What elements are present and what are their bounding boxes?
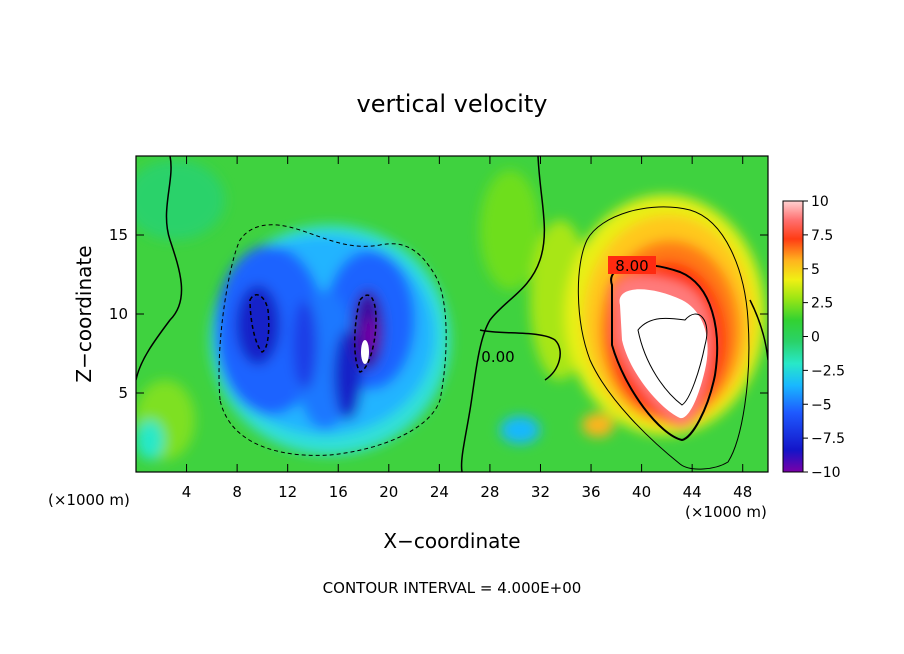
x-units-right: (×1000 m) bbox=[685, 503, 767, 521]
colorbar-gradient bbox=[782, 200, 804, 473]
x-tick-label: 24 bbox=[430, 483, 449, 501]
x-tick-label: 8 bbox=[232, 483, 242, 501]
colorbar-tick-label: −2.5 bbox=[811, 363, 845, 379]
colorbar-tick-label: 2.5 bbox=[811, 296, 833, 312]
contour-label-0: 0.00 bbox=[481, 348, 514, 366]
y-tick-label: 10 bbox=[109, 305, 128, 323]
x-tick-label: 36 bbox=[581, 483, 600, 501]
chart-title: vertical velocity bbox=[357, 90, 548, 118]
x-axis-label: X−coordinate bbox=[383, 529, 520, 553]
x-tick-label: 32 bbox=[531, 483, 550, 501]
x-tick-label: 16 bbox=[329, 483, 348, 501]
colorbar-tick-label: −10 bbox=[811, 465, 841, 481]
y-axis-label: Z−coordinate bbox=[72, 245, 96, 382]
contour-labels: 8.00 0.00 bbox=[481, 256, 656, 366]
plot-area: 8.00 0.00 bbox=[135, 155, 769, 473]
contour-label-8: 8.00 bbox=[615, 257, 648, 275]
x-units-left: (×1000 m) bbox=[48, 491, 130, 509]
colorbar-tick-label: 5 bbox=[811, 262, 820, 278]
x-tick-label: 20 bbox=[379, 483, 398, 501]
y-tick-label: 15 bbox=[109, 226, 128, 244]
colorbar-tick-label: −7.5 bbox=[811, 431, 845, 447]
contour-lines bbox=[136, 156, 768, 472]
contour-interval-note: CONTOUR INTERVAL = 4.000E+00 bbox=[323, 579, 582, 597]
colorbar-ticks: 10 7.5 5 2.5 0 −2.5 −5 −7.5 −10 bbox=[803, 194, 845, 481]
x-tick-label: 28 bbox=[480, 483, 499, 501]
colorbar: 10 7.5 5 2.5 0 −2.5 −5 −7.5 −10 bbox=[782, 194, 845, 481]
x-tick-label: 40 bbox=[632, 483, 651, 501]
x-tick-label: 4 bbox=[182, 483, 192, 501]
y-axis: 5 10 15 bbox=[109, 226, 768, 402]
colorbar-tick-label: 7.5 bbox=[811, 228, 833, 244]
colorbar-tick-label: 0 bbox=[811, 330, 820, 346]
x-tick-label: 44 bbox=[683, 483, 702, 501]
colorbar-tick-label: −5 bbox=[811, 397, 832, 413]
velocity-field bbox=[136, 160, 765, 460]
x-tick-label: 12 bbox=[278, 483, 297, 501]
y-tick-label: 5 bbox=[118, 384, 128, 402]
updraft-core bbox=[361, 272, 715, 427]
x-axis: 4 8 12 16 20 24 28 32 36 40 44 48 bbox=[182, 156, 752, 501]
colorbar-tick-label: 10 bbox=[811, 194, 829, 210]
x-tick-label: 48 bbox=[733, 483, 752, 501]
